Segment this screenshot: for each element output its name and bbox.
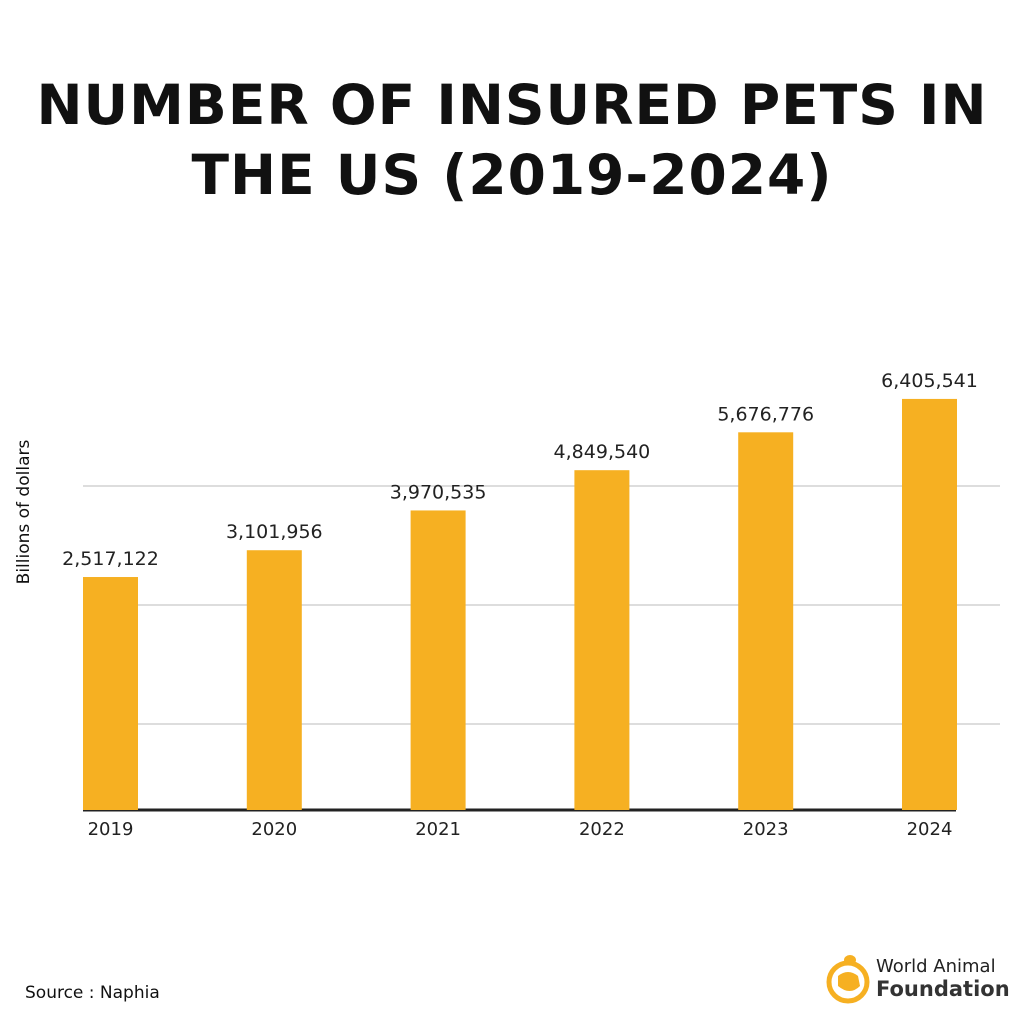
x-tick-label: 2023 xyxy=(743,819,789,840)
bar-2022 xyxy=(574,470,630,810)
data-label: 2,517,122 xyxy=(62,548,159,570)
x-tick-label: 2019 xyxy=(88,819,134,840)
source-note: Source : Naphia xyxy=(25,983,160,1003)
logo-line2: Foundation xyxy=(876,977,1010,1001)
x-tick-label: 2021 xyxy=(415,819,461,840)
x-tick-label: 2024 xyxy=(907,819,953,840)
x-tick-label: 2020 xyxy=(251,819,297,840)
data-label: 4,849,540 xyxy=(554,441,651,463)
bar-2020 xyxy=(246,550,302,810)
data-label: 3,970,535 xyxy=(390,481,487,503)
y-axis-label: Billions of dollars xyxy=(14,439,34,585)
data-label: 6,405,541 xyxy=(881,370,978,392)
bar-2021 xyxy=(410,510,466,810)
bar-2019 xyxy=(83,577,138,810)
bar-2023 xyxy=(738,432,794,810)
data-label: 5,676,776 xyxy=(717,403,814,425)
chart-title: NUMBER OF INSURED PETS IN THE US (2019-2… xyxy=(36,73,988,207)
bar-2024 xyxy=(902,398,957,810)
animal-logo-icon xyxy=(826,955,870,1004)
data-label: 3,101,956 xyxy=(226,521,323,543)
logo: World Animal Foundation xyxy=(826,952,1010,1004)
logo-line1: World Animal xyxy=(876,956,996,977)
x-tick-label: 2022 xyxy=(579,819,625,840)
